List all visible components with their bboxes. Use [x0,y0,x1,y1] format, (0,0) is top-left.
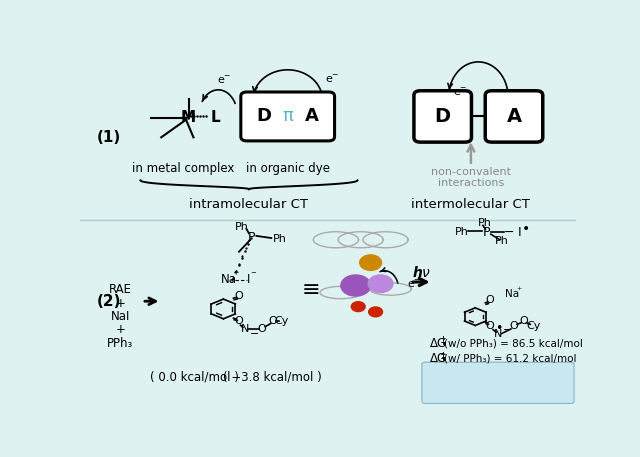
Text: Na: Na [221,273,237,286]
Text: (w/ PPh₃) = 61.2 kcal/mol: (w/ PPh₃) = 61.2 kcal/mol [444,354,577,364]
Text: M: M [181,111,196,126]
Text: $^-$: $^-$ [250,270,258,280]
Text: N: N [494,329,502,339]
Text: −: − [504,226,515,239]
Text: O: O [519,316,527,326]
Text: O: O [509,321,518,331]
Text: PPh₃: PPh₃ [107,337,133,350]
Text: −: − [503,325,513,335]
Circle shape [360,255,381,271]
Text: −: − [250,329,259,339]
Text: ΔG: ΔG [430,337,447,350]
Text: ≡: ≡ [301,280,320,300]
Text: D: D [257,107,271,125]
Text: ΔG: ΔG [430,352,447,366]
Text: $^+$: $^+$ [232,270,241,280]
Circle shape [369,307,383,317]
Text: Cy: Cy [275,316,289,326]
Text: I: I [247,273,251,286]
Circle shape [368,275,393,292]
Text: in organic dye: in organic dye [246,162,330,175]
Text: A: A [506,107,522,126]
Text: Ph: Ph [235,222,248,232]
FancyBboxPatch shape [414,91,472,142]
Text: Cy: Cy [526,321,541,331]
Text: π: π [282,107,293,125]
Text: in metal complex: in metal complex [132,162,235,175]
Text: Ph: Ph [477,218,492,228]
Text: O: O [269,316,277,326]
FancyBboxPatch shape [422,362,574,404]
Circle shape [351,302,365,312]
Text: RAE: RAE [109,283,132,296]
Text: NaI: NaI [111,310,130,323]
Text: Na: Na [504,288,519,298]
Text: O: O [486,295,494,305]
Text: Ph: Ph [495,235,509,245]
Text: $^+$: $^+$ [515,285,523,294]
Text: (w/o PPh₃) = 86.5 kcal/mol: (w/o PPh₃) = 86.5 kcal/mol [444,339,583,349]
Text: I: I [517,226,521,239]
Text: +: + [115,323,125,336]
Text: O: O [234,316,243,326]
Text: •: • [522,222,530,236]
Text: A: A [305,107,319,125]
Text: (1): (1) [97,131,122,145]
Text: intermolecular CT: intermolecular CT [412,198,531,212]
Text: intramolecular CT: intramolecular CT [189,198,308,211]
Text: e$^{-}$: e$^{-}$ [325,74,339,85]
Text: L: L [211,111,221,126]
Text: e$^{-}$: e$^{-}$ [407,279,421,290]
Text: O: O [258,324,266,334]
Text: non-convalent: non-convalent [431,167,511,177]
Text: ‡: ‡ [441,335,446,345]
Text: e$^{-}$: e$^{-}$ [216,75,231,86]
Text: e$^{-}$: e$^{-}$ [452,87,467,98]
Text: O: O [234,291,243,301]
Text: h$\nu$: h$\nu$ [412,265,431,280]
Text: +: + [115,297,125,309]
Text: Ph: Ph [455,227,469,237]
Text: ‡: ‡ [441,351,446,361]
FancyBboxPatch shape [241,92,335,141]
Text: •: • [495,322,502,335]
Text: Ph: Ph [273,234,287,244]
Text: interactions: interactions [438,178,504,188]
Text: (2): (2) [97,294,122,309]
Text: O: O [486,321,494,331]
Circle shape [341,275,371,296]
Text: ( 0.0 kcal/mol ): ( 0.0 kcal/mol ) [150,370,239,383]
Text: N: N [241,324,249,334]
FancyBboxPatch shape [485,91,543,142]
Text: P: P [483,226,491,239]
Text: D: D [435,107,451,126]
Text: P: P [248,231,255,244]
Text: ( −3.8 kcal/mol ): ( −3.8 kcal/mol ) [223,370,321,383]
